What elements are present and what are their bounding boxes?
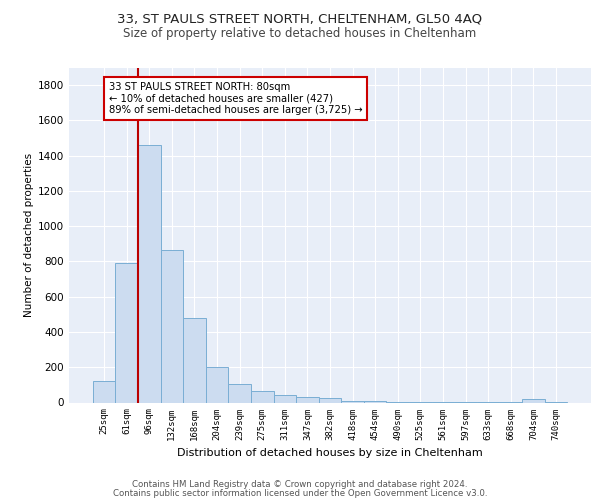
Bar bbox=[251, 391, 274, 402]
Text: Size of property relative to detached houses in Cheltenham: Size of property relative to detached ho… bbox=[124, 28, 476, 40]
Bar bbox=[183, 318, 206, 402]
X-axis label: Distribution of detached houses by size in Cheltenham: Distribution of detached houses by size … bbox=[177, 448, 483, 458]
Text: 33 ST PAULS STREET NORTH: 80sqm
← 10% of detached houses are smaller (427)
89% o: 33 ST PAULS STREET NORTH: 80sqm ← 10% of… bbox=[109, 82, 362, 115]
Bar bbox=[138, 145, 161, 403]
Text: 33, ST PAULS STREET NORTH, CHELTENHAM, GL50 4AQ: 33, ST PAULS STREET NORTH, CHELTENHAM, G… bbox=[118, 12, 482, 26]
Bar bbox=[341, 400, 364, 402]
Y-axis label: Number of detached properties: Number of detached properties bbox=[24, 153, 34, 317]
Text: Contains public sector information licensed under the Open Government Licence v3: Contains public sector information licen… bbox=[113, 488, 487, 498]
Bar bbox=[274, 395, 296, 402]
Bar bbox=[161, 250, 183, 402]
Bar bbox=[522, 400, 545, 402]
Bar bbox=[296, 397, 319, 402]
Bar bbox=[319, 398, 341, 402]
Bar bbox=[115, 263, 138, 402]
Bar bbox=[364, 400, 386, 402]
Text: Contains HM Land Registry data © Crown copyright and database right 2024.: Contains HM Land Registry data © Crown c… bbox=[132, 480, 468, 489]
Bar bbox=[229, 384, 251, 402]
Bar bbox=[206, 367, 229, 402]
Bar bbox=[93, 382, 115, 402]
